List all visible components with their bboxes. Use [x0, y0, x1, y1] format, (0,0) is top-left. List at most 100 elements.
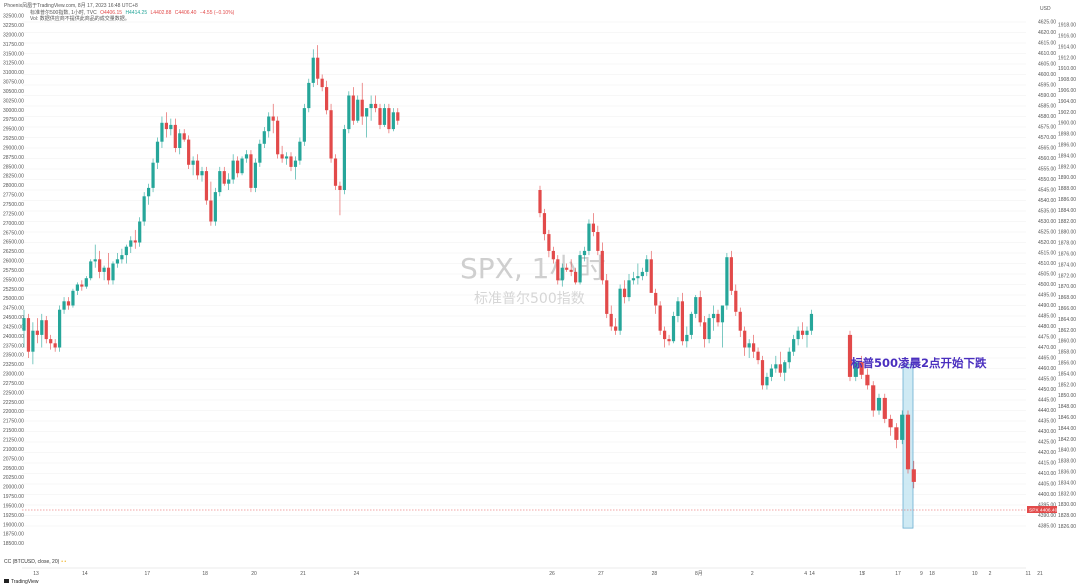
candle[interactable] — [311, 49, 315, 88]
candle[interactable] — [805, 326, 809, 348]
candle[interactable] — [102, 265, 106, 281]
candle[interactable] — [587, 219, 591, 256]
candle[interactable] — [191, 156, 195, 176]
candle[interactable] — [387, 103, 391, 134]
candle[interactable] — [49, 334, 53, 350]
candle[interactable] — [538, 185, 542, 218]
candle[interactable] — [276, 116, 280, 159]
candle[interactable] — [694, 295, 698, 319]
candle[interactable] — [905, 410, 911, 474]
candle[interactable] — [231, 154, 235, 184]
candle[interactable] — [142, 192, 146, 226]
candlestick-series[interactable] — [22, 45, 916, 489]
candle[interactable] — [53, 339, 57, 352]
candle[interactable] — [649, 250, 653, 293]
candle[interactable] — [569, 259, 573, 277]
candle[interactable] — [596, 225, 600, 256]
candle[interactable] — [293, 156, 298, 180]
candle[interactable] — [747, 339, 751, 358]
candle[interactable] — [204, 166, 209, 205]
candle[interactable] — [769, 364, 774, 382]
candle[interactable] — [391, 108, 395, 132]
right-axis-btc[interactable]: 1918.00 1916.00 1914.00 1912.00 1910.00 1908.… — [1058, 23, 1076, 530]
candle[interactable] — [164, 112, 169, 138]
candle[interactable] — [645, 255, 649, 277]
candle[interactable] — [853, 360, 858, 382]
candle[interactable] — [565, 263, 569, 272]
candle[interactable] — [711, 305, 716, 331]
candle[interactable] — [658, 301, 662, 335]
candle[interactable] — [582, 246, 587, 262]
candle[interactable] — [680, 292, 685, 346]
candle[interactable] — [578, 250, 582, 285]
candle[interactable] — [809, 309, 814, 335]
candle[interactable] — [729, 250, 733, 295]
candle[interactable] — [98, 250, 102, 279]
candle[interactable] — [689, 311, 693, 340]
candle[interactable] — [253, 158, 258, 193]
candle[interactable] — [258, 139, 262, 167]
candle[interactable] — [676, 297, 680, 323]
candle[interactable] — [289, 152, 293, 172]
candle[interactable] — [320, 74, 324, 92]
candle[interactable] — [26, 313, 31, 358]
candle[interactable] — [138, 217, 142, 247]
candle[interactable] — [298, 137, 302, 165]
left-axis[interactable]: 32500.00 32250.00 32000.00 31750.00 31500.00… — [3, 14, 24, 548]
candle[interactable] — [302, 103, 306, 146]
candle[interactable] — [31, 322, 35, 365]
candle[interactable] — [360, 82, 364, 125]
candle[interactable] — [900, 410, 905, 445]
candle[interactable] — [756, 347, 760, 365]
candle[interactable] — [703, 316, 707, 348]
candle[interactable] — [173, 118, 177, 153]
candle[interactable] — [213, 187, 217, 226]
candle[interactable] — [146, 183, 151, 205]
candle[interactable] — [662, 326, 667, 348]
candle[interactable] — [556, 255, 560, 285]
candle[interactable] — [356, 95, 360, 123]
candle[interactable] — [338, 181, 342, 216]
candle[interactable] — [614, 318, 618, 335]
candle[interactable] — [894, 423, 899, 449]
candle[interactable] — [71, 288, 75, 308]
candle[interactable] — [725, 253, 729, 310]
candle[interactable] — [35, 318, 39, 344]
candle[interactable] — [57, 305, 62, 352]
candle[interactable] — [342, 124, 347, 195]
candle[interactable] — [396, 108, 400, 125]
candle[interactable] — [280, 145, 284, 163]
candle[interactable] — [160, 116, 164, 149]
candle[interactable] — [316, 45, 320, 85]
candle[interactable] — [347, 91, 351, 134]
candle[interactable] — [240, 156, 244, 176]
candle[interactable] — [324, 80, 329, 115]
candle[interactable] — [859, 355, 864, 379]
candle[interactable] — [200, 166, 204, 182]
candle[interactable] — [888, 414, 893, 436]
candle[interactable] — [62, 297, 66, 314]
candle[interactable] — [547, 229, 551, 258]
candle[interactable] — [685, 326, 689, 348]
candle[interactable] — [235, 156, 240, 178]
candle[interactable] — [640, 267, 644, 281]
candle[interactable] — [169, 118, 173, 136]
candle[interactable] — [80, 280, 84, 291]
candle[interactable] — [262, 127, 266, 148]
candle[interactable] — [560, 263, 564, 287]
candle[interactable] — [365, 108, 369, 138]
candle[interactable] — [378, 103, 382, 130]
candle[interactable] — [222, 166, 226, 186]
candle[interactable] — [774, 355, 778, 373]
candle[interactable] — [671, 311, 676, 344]
candle[interactable] — [551, 246, 555, 264]
candle[interactable] — [209, 181, 213, 226]
candle[interactable] — [618, 284, 622, 335]
candle[interactable] — [227, 173, 231, 190]
candle[interactable] — [111, 261, 115, 285]
candle[interactable] — [382, 103, 387, 127]
candle[interactable] — [133, 229, 137, 249]
candle[interactable] — [871, 381, 876, 417]
